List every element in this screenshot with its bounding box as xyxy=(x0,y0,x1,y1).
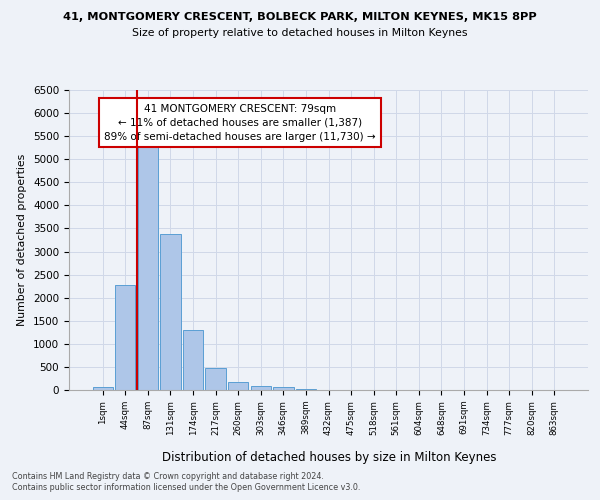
Bar xyxy=(296,389,316,390)
Text: 41 MONTGOMERY CRESCENT: 79sqm
← 11% of detached houses are smaller (1,387)
89% o: 41 MONTGOMERY CRESCENT: 79sqm ← 11% of d… xyxy=(104,104,376,142)
Bar xyxy=(138,139,158,390)
Bar xyxy=(115,285,136,390)
Bar xyxy=(228,382,248,390)
Y-axis label: Number of detached properties: Number of detached properties xyxy=(17,154,28,326)
Text: 41, MONTGOMERY CRESCENT, BOLBECK PARK, MILTON KEYNES, MK15 8PP: 41, MONTGOMERY CRESCENT, BOLBECK PARK, M… xyxy=(63,12,537,22)
Bar xyxy=(92,386,113,390)
Bar xyxy=(205,368,226,390)
Text: Distribution of detached houses by size in Milton Keynes: Distribution of detached houses by size … xyxy=(161,451,496,464)
Text: Size of property relative to detached houses in Milton Keynes: Size of property relative to detached ho… xyxy=(132,28,468,38)
Bar xyxy=(183,330,203,390)
Text: Contains public sector information licensed under the Open Government Licence v3: Contains public sector information licen… xyxy=(12,484,361,492)
Bar xyxy=(160,234,181,390)
Text: Contains HM Land Registry data © Crown copyright and database right 2024.: Contains HM Land Registry data © Crown c… xyxy=(12,472,324,481)
Bar xyxy=(251,386,271,390)
Bar xyxy=(273,387,293,390)
